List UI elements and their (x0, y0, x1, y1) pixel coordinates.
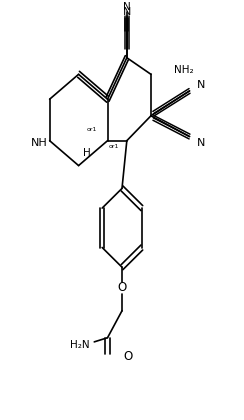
Text: or1: or1 (87, 126, 97, 131)
Text: O: O (123, 350, 132, 363)
Text: O: O (117, 281, 127, 294)
Text: H₂N: H₂N (70, 340, 90, 350)
Text: H: H (83, 148, 91, 158)
Text: N: N (123, 7, 131, 17)
Text: NH₂: NH₂ (174, 65, 193, 75)
Text: N: N (197, 80, 205, 90)
Text: or1: or1 (108, 144, 119, 150)
Text: N: N (197, 138, 205, 148)
Text: NH: NH (30, 138, 47, 148)
Text: N: N (123, 2, 131, 12)
